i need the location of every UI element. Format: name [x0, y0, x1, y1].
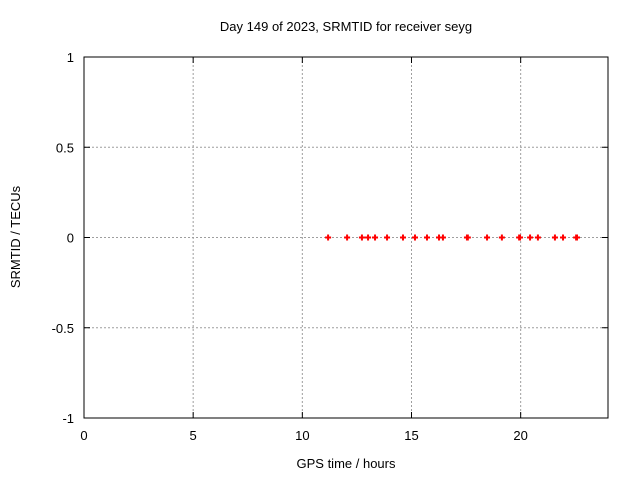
data-point-plus [424, 234, 431, 241]
data-point-plus [484, 234, 491, 241]
tick-layer [83, 56, 608, 419]
data-point-plus [439, 234, 446, 241]
data-point-plus [365, 234, 372, 241]
data-point-plus [325, 234, 332, 241]
x-axis-label: GPS time / hours [297, 456, 396, 471]
x-tick-label: 0 [80, 428, 87, 443]
data-point-plus [527, 234, 534, 241]
x-tick-label: 15 [404, 428, 418, 443]
data-point-plus [411, 234, 418, 241]
data-point-plus [551, 234, 558, 241]
y-tick-label: -0.5 [52, 321, 74, 336]
tick-label-layer: 0 5 10 15 20 -1 -0.5 0 0.5 1 [52, 50, 528, 443]
data-point-plus [344, 234, 351, 241]
x-tick-label: 5 [190, 428, 197, 443]
data-point-plus [372, 234, 379, 241]
x-tick-label: 10 [295, 428, 309, 443]
y-axis-label: SRMTID / TECUs [8, 185, 23, 288]
y-tick-label: 1 [67, 50, 74, 65]
y-tick-label: -1 [62, 411, 74, 426]
y-tick-label: 0 [67, 231, 74, 246]
x-tick-label: 20 [513, 428, 527, 443]
data-point-plus [560, 234, 567, 241]
data-point-plus [498, 234, 505, 241]
data-point-plus [534, 234, 541, 241]
data-point-plus [399, 234, 406, 241]
data-point-plus [384, 234, 391, 241]
data-point-plus [358, 234, 365, 241]
chart-title: Day 149 of 2023, SRMTID for receiver sey… [220, 19, 472, 34]
y-tick-label: 0.5 [56, 140, 74, 155]
data-point-plus [464, 234, 471, 241]
data-point-layer [325, 234, 580, 241]
data-point-plus [573, 234, 580, 241]
data-point-plus [517, 234, 524, 241]
